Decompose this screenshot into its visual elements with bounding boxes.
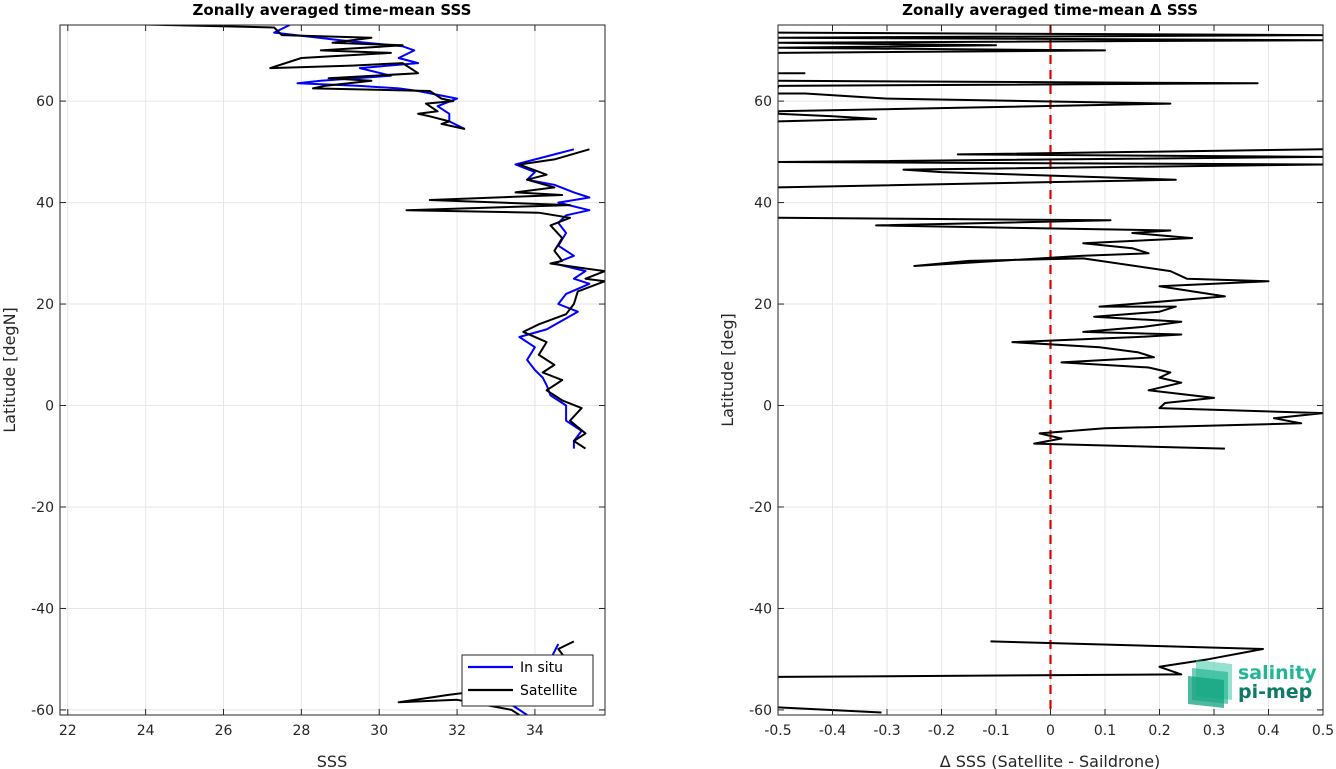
legend: In situ Satellite xyxy=(461,654,594,707)
right-y-tick-label: -40 xyxy=(749,601,772,617)
logo-line1: salinity xyxy=(1238,662,1317,684)
right-x-ticks: -0.5 -0.4 -0.3 -0.2 -0.1 0 0.1 0.2 0.3 0.4 0.5 xyxy=(764,25,1334,739)
left-chart-title: Zonally averaged time-mean SSS xyxy=(193,1,472,19)
right-x-tick-label: 0.2 xyxy=(1148,723,1170,739)
right-chart-title: Zonally averaged time-mean Δ SSS xyxy=(902,1,1198,19)
right-y-tick-label: 60 xyxy=(754,94,772,110)
left-satellite-line-segment xyxy=(124,25,466,130)
left-y-ticks: -60 -40 -20 0 20 40 60 xyxy=(31,94,605,719)
right-x-tick-label: -0.3 xyxy=(873,723,900,739)
right-x-tick-label: 0.4 xyxy=(1257,723,1279,739)
right-x-tick-label: 0.5 xyxy=(1312,723,1334,739)
left-x-ticks: 22 24 26 28 30 32 34 xyxy=(59,25,544,739)
right-y-tick-label: 40 xyxy=(754,196,772,212)
right-series-line-segment xyxy=(778,31,1323,54)
right-series-line-segment xyxy=(778,148,1323,189)
right-y-tick-label: 0 xyxy=(763,399,772,415)
left-y-tick-label: 40 xyxy=(36,196,54,212)
left-axes: 22 24 26 28 30 32 34 -60 -40 -20 0 20 40 60 Zonally … xyxy=(0,1,606,769)
legend-satellite-label: Satellite xyxy=(520,683,577,699)
legend-in-situ-label: In situ xyxy=(520,660,563,676)
left-x-tick-label: 26 xyxy=(215,723,233,739)
left-axes-frame xyxy=(59,24,606,716)
right-series-line-segment xyxy=(778,92,1172,123)
right-y-tick-label: 20 xyxy=(754,297,772,313)
right-series-line-segment xyxy=(778,640,1264,678)
right-x-tick-label: -0.5 xyxy=(764,723,791,739)
right-x-tick-label: 0.3 xyxy=(1203,723,1225,739)
salinity-pi-mep-logo: salinity pi-mep xyxy=(1188,660,1317,708)
left-x-tick-label: 34 xyxy=(526,723,544,739)
left-y-tick-label: 60 xyxy=(36,94,54,110)
right-y-ticks: -60 -40 -20 0 20 40 60 xyxy=(749,94,1323,719)
right-series-line-segment xyxy=(778,706,882,714)
left-y-tick-label: 20 xyxy=(36,297,54,313)
left-y-tick-label: -60 xyxy=(31,703,54,719)
right-series-lines xyxy=(778,25,1323,715)
logo-line2: pi-mep xyxy=(1238,681,1312,703)
left-plot-area xyxy=(60,25,605,715)
left-y-axis-label: Latitude [degN] xyxy=(0,307,19,433)
left-y-tick-label: -20 xyxy=(31,500,54,516)
right-x-tick-label: 0.1 xyxy=(1094,723,1116,739)
left-x-axis-label: SSS xyxy=(317,752,347,769)
right-y-tick-label: -20 xyxy=(749,500,772,516)
right-y-tick-label: -60 xyxy=(749,703,772,719)
right-x-tick-label: 0 xyxy=(1046,723,1055,739)
right-x-tick-label: -0.1 xyxy=(982,723,1009,739)
logo-layers-icon xyxy=(1188,660,1232,708)
right-x-axis-label: Δ SSS (Satellite - Saildrone) xyxy=(940,752,1161,769)
right-x-tick-label: -0.4 xyxy=(819,723,846,739)
left-satellite-line-segment xyxy=(405,148,605,450)
left-x-tick-label: 22 xyxy=(59,723,77,739)
right-x-tick-label: -0.2 xyxy=(928,723,955,739)
right-axes: -0.5 -0.4 -0.3 -0.2 -0.1 0 0.1 0.2 0.3 0.4 0.5 -60… xyxy=(718,1,1334,769)
right-series-line-segment xyxy=(778,216,1323,450)
left-y-tick-label: -40 xyxy=(31,601,54,617)
right-series-line-segment xyxy=(778,79,1259,89)
left-x-tick-label: 32 xyxy=(448,723,466,739)
legend-box xyxy=(461,654,594,707)
right-y-axis-label: Latitude [deg] xyxy=(718,313,737,427)
left-x-tick-label: 30 xyxy=(370,723,388,739)
left-y-tick-label: 0 xyxy=(45,399,54,415)
left-x-tick-label: 24 xyxy=(137,723,155,739)
left-x-tick-label: 28 xyxy=(292,723,310,739)
